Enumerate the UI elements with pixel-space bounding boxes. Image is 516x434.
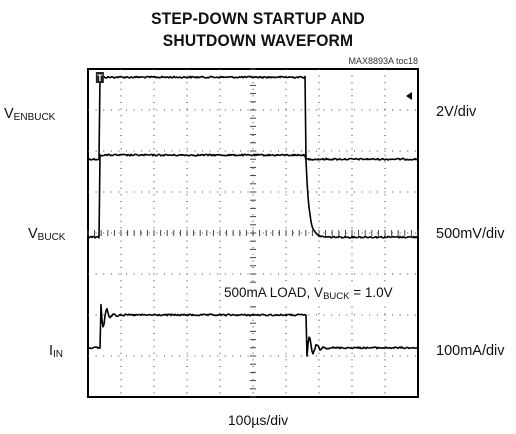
- channel-scale-iin: 100mA/div: [436, 343, 505, 359]
- chart-title-line1: STEP-DOWN STARTUP AND: [151, 9, 365, 28]
- channel-scale-vbuck: 500mV/div: [436, 226, 505, 242]
- channel-label-venbuck: VENBUCK: [4, 106, 56, 123]
- channel-label-vbuck: VBUCK: [28, 226, 66, 243]
- trigger-marker-label: T: [97, 73, 103, 83]
- channel-scale-venbuck: 2V/div: [436, 104, 477, 120]
- level-arrow-icon: [406, 92, 412, 100]
- trigger-marker-icon: [95, 72, 104, 83]
- trace-vbuck: [87, 153, 419, 239]
- load-annotation: 500mA LOAD, VBUCK = 1.0V: [222, 285, 395, 302]
- trace-venbuck: [87, 75, 419, 161]
- channel-label-iin: IIN: [49, 343, 64, 360]
- x-axis-scale-label: 100µs/div: [227, 412, 289, 428]
- chart-title-line2: SHUTDOWN WAVEFORM: [162, 31, 354, 50]
- document-id: MAX8893A toc18: [348, 56, 418, 66]
- trace-iin: [87, 303, 419, 357]
